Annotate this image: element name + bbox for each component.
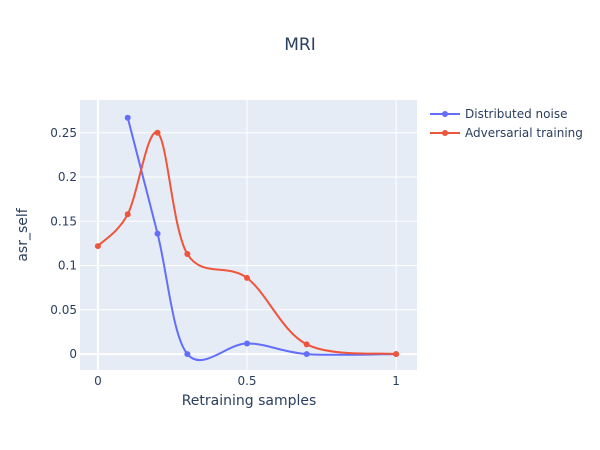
data-point-distributed-noise[interactable] (244, 340, 251, 347)
x-tick-label: 0.5 (237, 374, 256, 388)
y-axis-title: asr_self (15, 207, 31, 261)
data-point-adversarial-training[interactable] (154, 129, 161, 136)
x-axis-title: Retraining samples (182, 393, 317, 409)
y-tick-label: 0 (69, 347, 77, 361)
legend-item-adversarial-training[interactable]: Adversarial training (430, 126, 583, 140)
plot-area (80, 100, 417, 370)
legend-label: Adversarial training (465, 126, 583, 140)
data-point-distributed-noise[interactable] (303, 351, 310, 358)
tick-labels: 0 0.05 0.1 0.15 0.2 0.25 0 0.5 1 (50, 126, 400, 388)
data-point-adversarial-training[interactable] (94, 243, 101, 250)
data-point-distributed-noise[interactable] (184, 351, 191, 358)
data-point-adversarial-training[interactable] (303, 341, 310, 348)
data-point-distributed-noise[interactable] (154, 230, 161, 237)
series-layer (94, 114, 400, 361)
y-tick-label: 0.1 (58, 259, 77, 273)
y-tick-label: 0.05 (50, 303, 77, 317)
legend-swatch-marker (442, 111, 448, 117)
series-line-distributed-noise (126, 117, 397, 361)
legend-item-distributed-noise[interactable]: Distributed noise (430, 107, 567, 121)
data-point-adversarial-training[interactable] (244, 274, 251, 281)
x-tick-label: 0 (94, 374, 102, 388)
legend[interactable]: Distributed noise Adversarial training (430, 107, 583, 140)
data-point-distributed-noise[interactable] (124, 114, 131, 121)
y-tick-label: 0.25 (50, 126, 77, 140)
legend-label: Distributed noise (465, 107, 567, 121)
chart-title: MRI (284, 35, 316, 55)
data-point-adversarial-training[interactable] (124, 211, 131, 218)
data-point-adversarial-training[interactable] (184, 251, 191, 258)
y-tick-label: 0.15 (50, 214, 77, 228)
y-tick-label: 0.2 (58, 170, 77, 184)
data-point-adversarial-training[interactable] (393, 351, 400, 358)
x-tick-label: 1 (392, 374, 400, 388)
legend-swatch-marker (442, 130, 448, 136)
